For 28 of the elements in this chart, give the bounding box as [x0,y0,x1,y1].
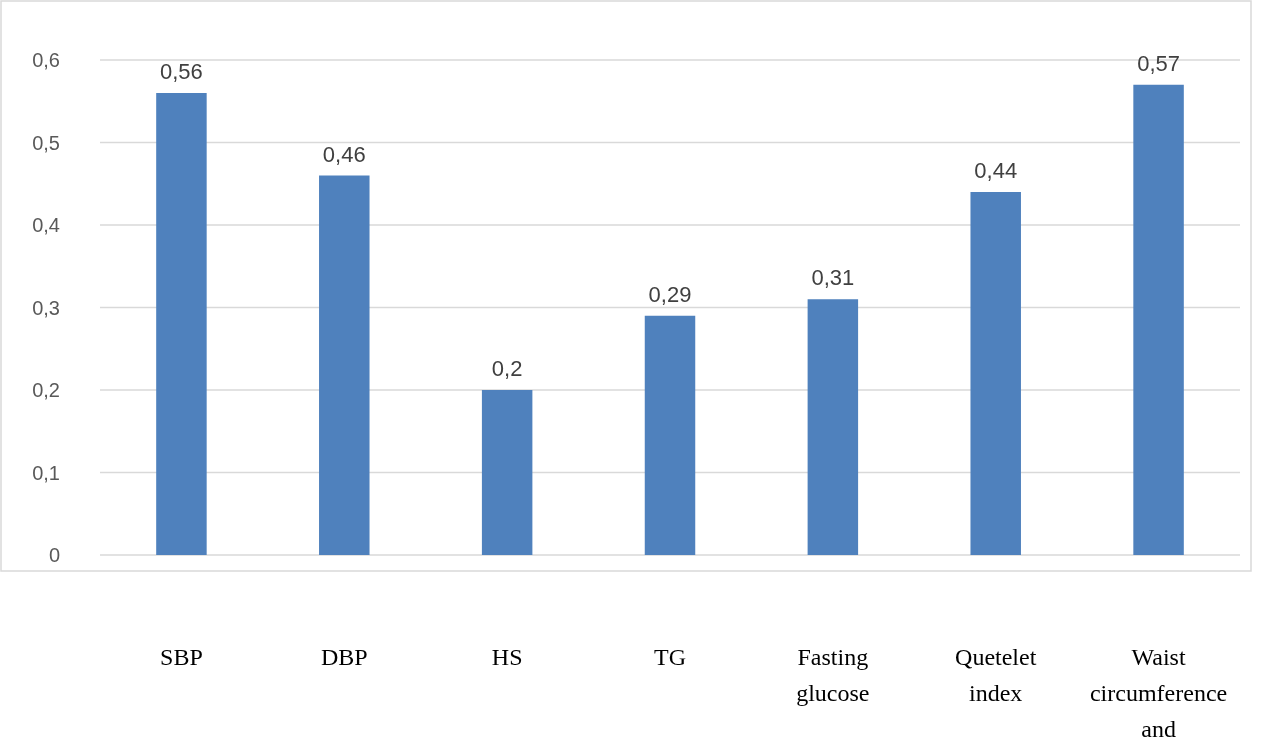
bar [970,192,1021,555]
y-tick-label: 0,4 [32,214,60,236]
x-tick-label: Fasting glucose [796,644,870,706]
x-tick-label: TG [654,644,686,670]
data-label: 0,29 [648,281,692,307]
x-tick-label: DBP [320,644,368,670]
bar [319,175,370,555]
x-tick-label: Waist circumference and [1089,644,1228,742]
data-label: 0,2 [491,356,523,381]
x-tick-label: HS [491,644,523,670]
data-label: 0,31 [811,265,855,291]
bar [481,390,533,555]
y-tick-label: 0,5 [32,131,60,154]
y-tick-label: 0,1 [32,461,60,484]
y-tick-label: 0 [48,544,60,566]
y-tick-label: 0,3 [32,296,60,319]
data-label: 0,56 [160,59,203,84]
bar [1133,84,1184,555]
bar [807,299,859,555]
data-label: 0,57 [1137,50,1180,76]
data-label: 0,46 [322,141,366,167]
bar [644,315,696,555]
x-tick-label: SBP [160,644,203,670]
y-tick-label: 0,6 [32,49,60,71]
x-tick-label: Quetelet index [955,644,1037,706]
bar [156,93,207,555]
data-label: 0,44 [974,158,1018,183]
y-tick-label: 0,2 [32,379,60,401]
